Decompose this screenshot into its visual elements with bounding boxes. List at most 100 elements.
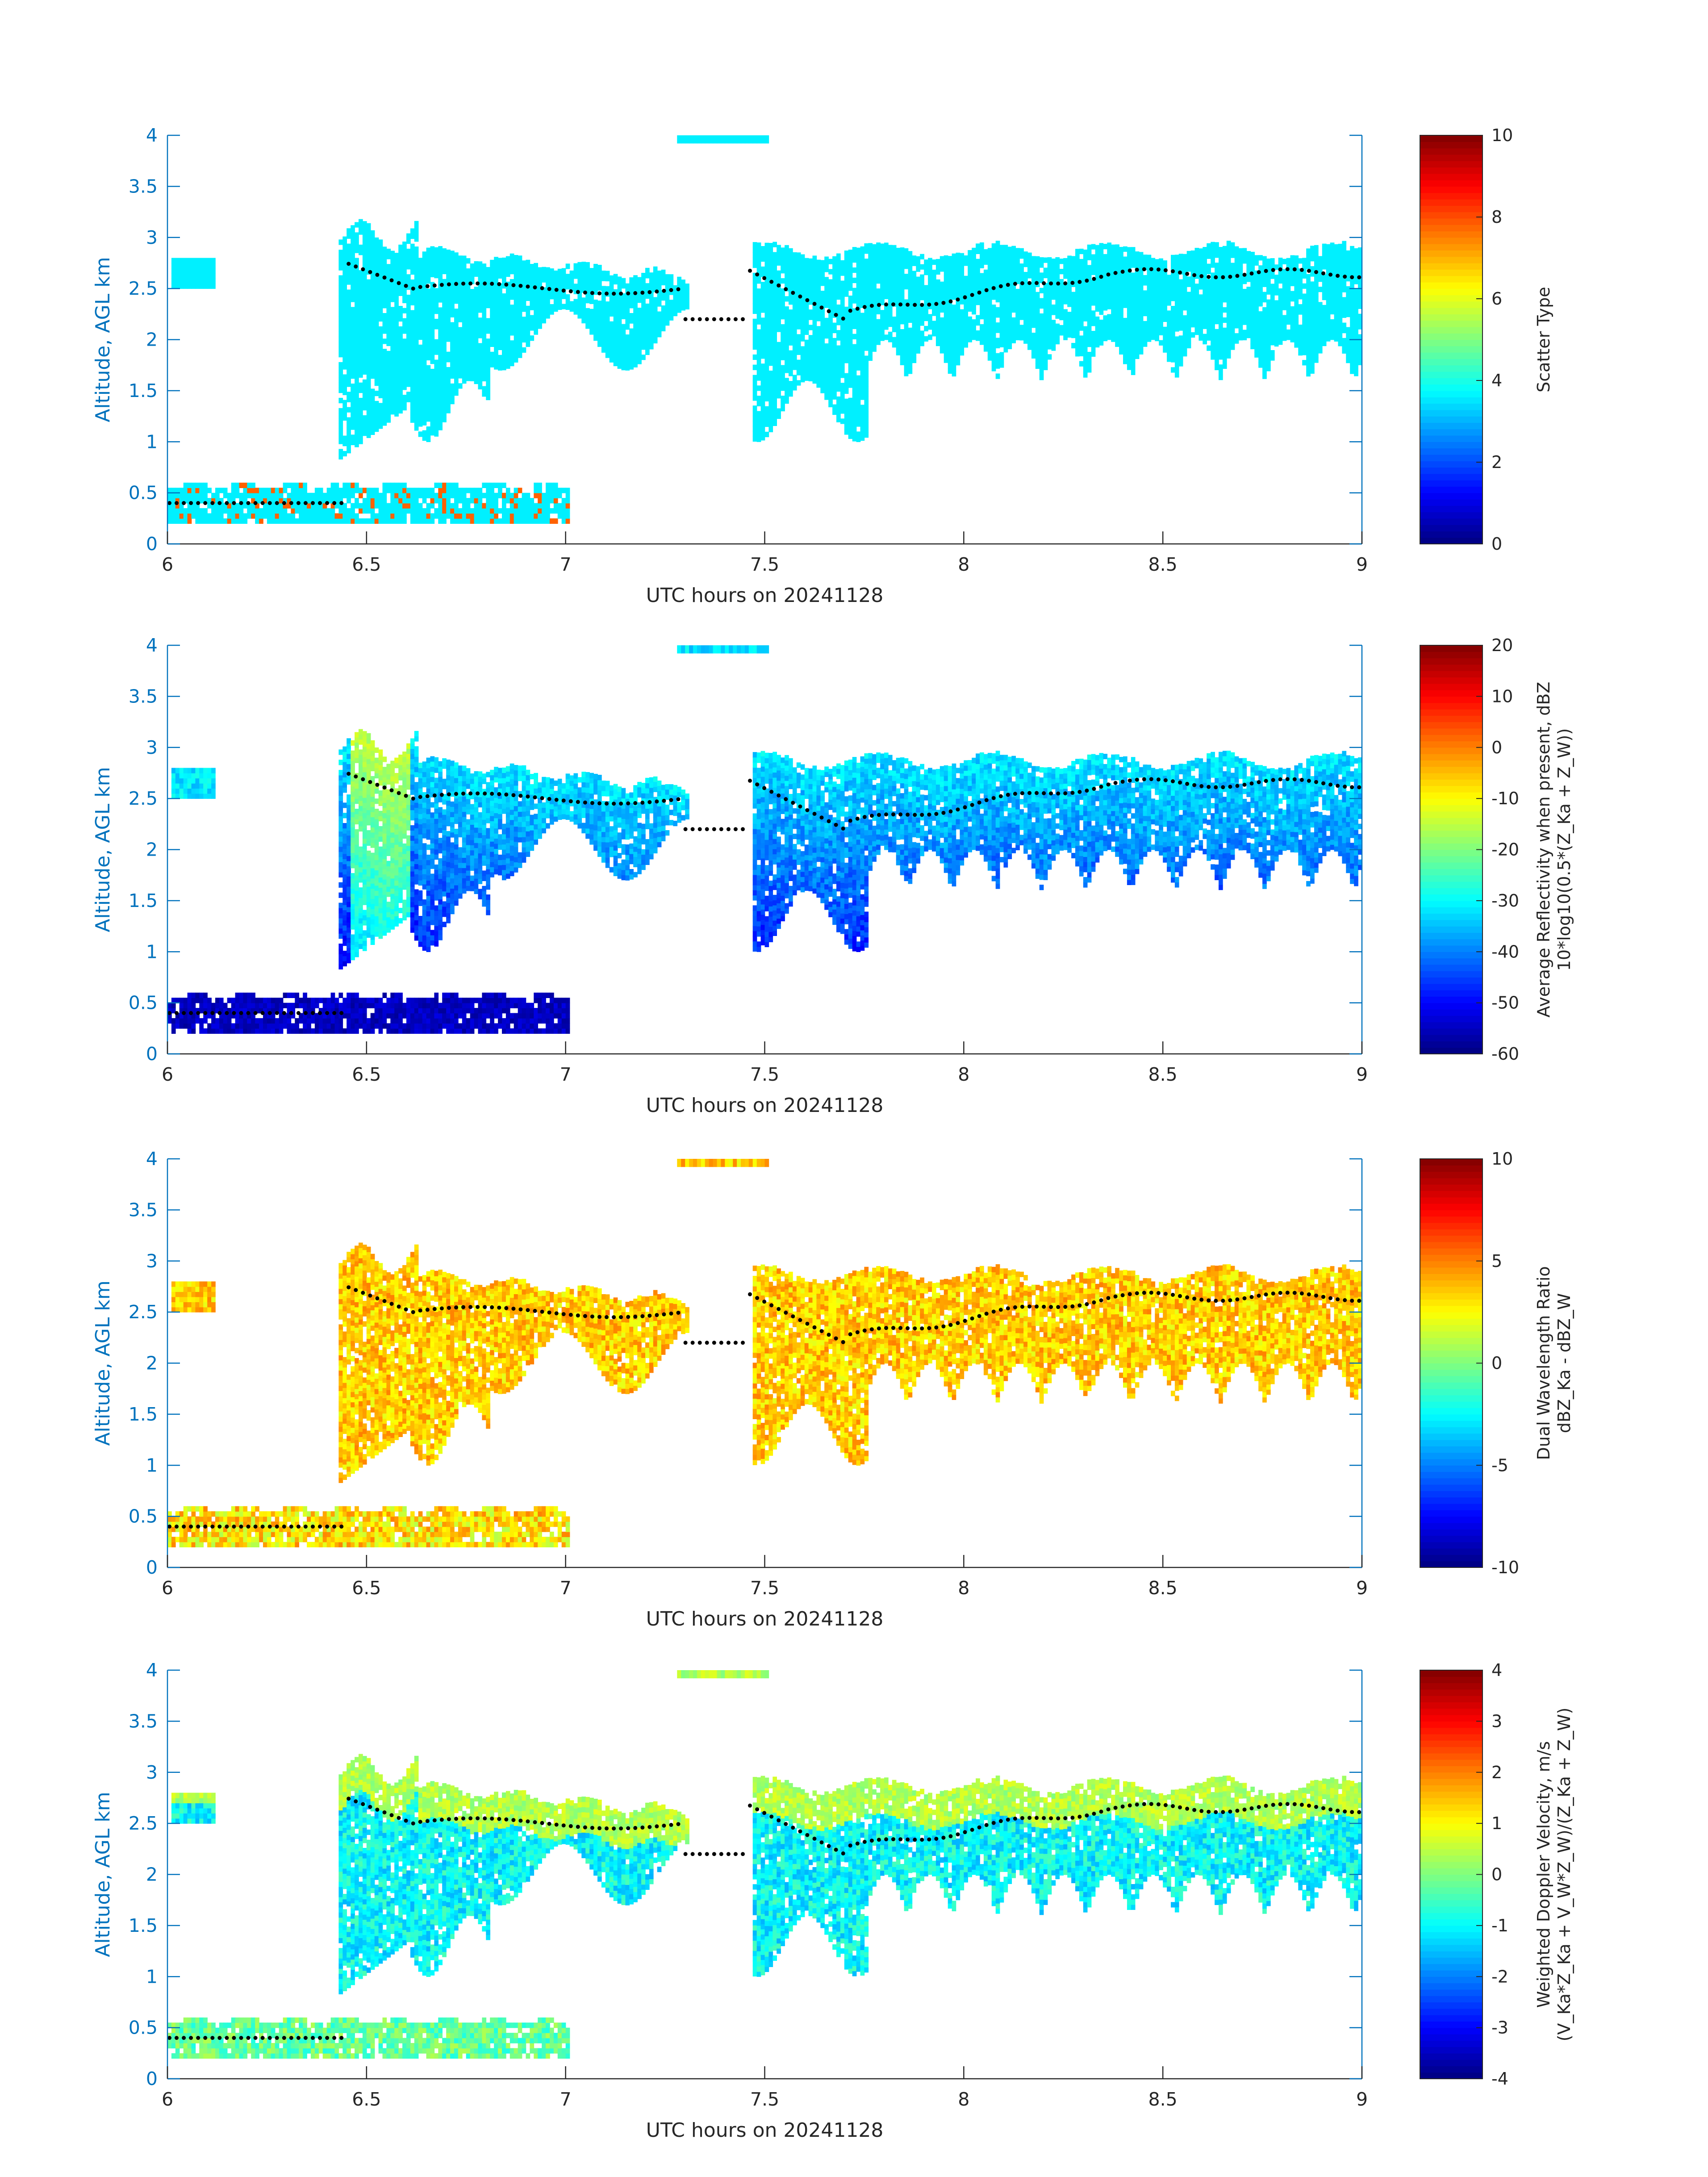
heatmap-cell — [792, 318, 797, 324]
heatmap-cell — [768, 314, 773, 320]
heatmap-cell — [1182, 320, 1187, 326]
heatmap-cell — [534, 513, 538, 519]
heatmap-cell — [565, 493, 570, 498]
heatmap-cell — [983, 275, 988, 280]
heatmap-cell — [338, 296, 343, 301]
heatmap-cell — [1147, 295, 1152, 301]
heatmap-cell — [494, 282, 498, 288]
heatmap-cell — [1019, 330, 1024, 335]
heatmap-cell — [569, 286, 574, 292]
heatmap-cell — [546, 518, 550, 524]
heatmap-cell — [362, 318, 367, 324]
heatmap-cell — [390, 389, 395, 394]
heatmap-cell — [426, 258, 431, 263]
heatmap-cell — [370, 419, 375, 425]
heatmap-cell — [470, 508, 475, 514]
heatmap-cell — [912, 347, 917, 353]
heatmap-cell — [366, 508, 371, 514]
heatmap-cell — [402, 308, 407, 313]
heatmap-cell — [526, 326, 530, 332]
heatmap-cell — [1111, 285, 1115, 291]
heatmap-cell — [844, 414, 849, 420]
heatmap-cell — [760, 435, 765, 441]
heatmap-cell — [1159, 319, 1163, 326]
heatmap-cell — [430, 379, 435, 384]
heatmap-cell — [454, 488, 459, 493]
heatmap-cell — [235, 482, 240, 488]
heatmap-cell — [908, 251, 913, 257]
heatmap-cell — [426, 355, 431, 360]
heatmap-cell — [342, 267, 347, 273]
heatmap-cell — [494, 257, 498, 263]
heatmap-cell — [458, 337, 463, 343]
heatmap-cell — [478, 318, 483, 323]
heatmap-cell — [892, 286, 897, 292]
heatmap-cell — [347, 407, 351, 413]
heatmap-cell — [474, 297, 479, 303]
heatmap-cell — [191, 263, 196, 269]
heatmap-cell — [478, 307, 483, 313]
heatmap-cell — [987, 340, 992, 346]
heatmap-cell — [418, 411, 423, 417]
heatmap-cell — [876, 293, 881, 299]
heatmap-cell — [1039, 344, 1044, 350]
heatmap-cell — [1051, 335, 1056, 341]
heatmap-cell — [836, 294, 841, 300]
heatmap-cell — [482, 360, 487, 366]
heatmap-cell — [777, 372, 781, 378]
heatmap-cell — [454, 334, 459, 340]
heatmap-cell — [450, 393, 455, 399]
heatmap-cell — [422, 308, 427, 313]
heatmap-cell — [534, 324, 538, 330]
heatmap-cell — [410, 356, 415, 362]
heatmap-cell — [370, 307, 375, 313]
heatmap-cell — [171, 508, 176, 514]
heatmap-cell — [486, 493, 490, 498]
heatmap-cell — [518, 281, 522, 287]
heatmap-cell — [948, 286, 952, 292]
heatmap-cell — [605, 286, 610, 292]
heatmap-cell — [789, 381, 793, 387]
heatmap-cell — [605, 352, 610, 358]
heatmap-cell — [267, 508, 271, 514]
heatmap-cell — [211, 278, 216, 284]
heatmap-cell — [952, 320, 956, 326]
heatmap-cell — [752, 385, 757, 391]
heatmap-cell — [490, 518, 494, 524]
heatmap-cell — [498, 293, 502, 299]
heatmap-cell — [1119, 334, 1123, 339]
heatmap-cell — [450, 255, 455, 261]
heatmap-cell — [781, 263, 785, 268]
heatmap-cell — [362, 430, 367, 436]
heatmap-cell — [760, 297, 765, 303]
heatmap-cell — [351, 235, 355, 241]
heatmap-cell — [773, 318, 777, 324]
heatmap-cell — [856, 350, 861, 355]
heatmap-cell — [661, 321, 666, 326]
heatmap-cell — [243, 488, 248, 493]
heatmap-cell — [482, 513, 487, 519]
heatmap-cell — [1135, 256, 1140, 262]
heatmap-cell — [824, 318, 829, 323]
heatmap-cell — [804, 324, 809, 330]
heatmap-cell — [804, 258, 809, 263]
heatmap-cell — [661, 305, 666, 311]
heatmap-cell — [550, 493, 554, 498]
heatmap-cell — [422, 379, 427, 385]
heatmap-cell — [908, 368, 913, 374]
heatmap-cell — [808, 355, 813, 361]
heatmap-cell — [1023, 272, 1028, 278]
heatmap-cell — [764, 350, 769, 355]
heatmap-cell — [498, 288, 502, 294]
heatmap-cell — [585, 267, 590, 273]
heatmap-cell — [1167, 310, 1171, 316]
heatmap-cell — [330, 513, 335, 519]
heatmap-cell — [422, 369, 427, 375]
heatmap-cell — [167, 493, 172, 498]
heatmap-cell — [1139, 292, 1144, 298]
heatmap-cell — [378, 306, 383, 312]
heatmap-cell — [880, 335, 885, 341]
heatmap-cell — [442, 396, 447, 402]
heatmap-cell — [637, 297, 642, 303]
heatmap-cell — [402, 323, 407, 329]
